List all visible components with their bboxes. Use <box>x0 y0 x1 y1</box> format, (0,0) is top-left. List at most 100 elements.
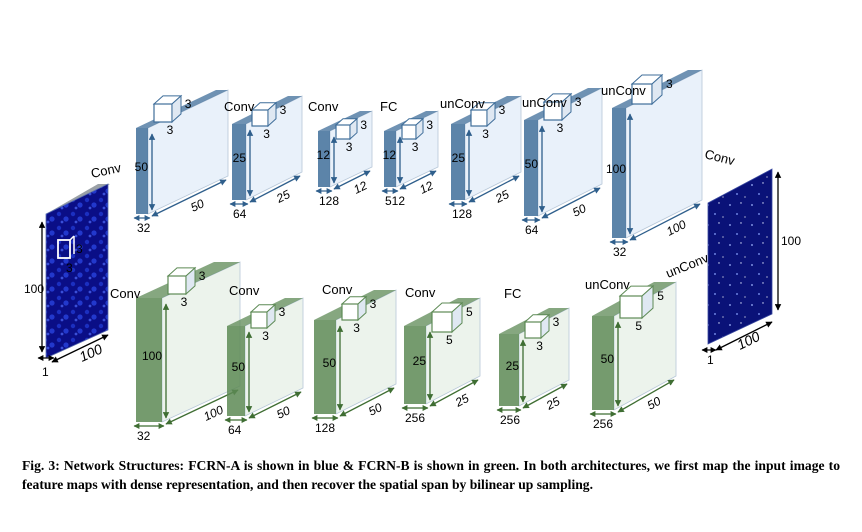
kernel-size-label: 3 <box>499 103 506 117</box>
height-label: 25 <box>452 151 466 165</box>
kernel-cube <box>619 295 643 319</box>
depth-label: 32 <box>613 245 627 259</box>
depth-label: 128 <box>319 194 339 208</box>
kernel-cube <box>524 321 542 339</box>
width-arrow <box>629 203 701 241</box>
fcrn-b-layer-6: 5 5 50 50 256 unConv <box>585 277 677 431</box>
fcrn-a-layer-3: 33 12 12 128 Conv <box>308 99 373 208</box>
kernel-size-label: 3 <box>262 329 269 343</box>
depth-label: 64 <box>525 223 539 237</box>
feature-map-slab <box>227 326 245 416</box>
feature-map-slab <box>232 124 246 200</box>
feature-map-slab <box>136 298 162 422</box>
width-label: 50 <box>570 201 588 220</box>
fcrn-a-layer-5: 33 25 25 128 unConv <box>440 95 522 221</box>
operation-label: Conv <box>224 99 255 114</box>
operation-label: FC <box>380 99 397 114</box>
width-label: 12 <box>417 178 435 197</box>
kernel-size-label: 5 <box>446 333 453 347</box>
input-height-label: 100 <box>24 282 44 296</box>
input-width-arrow <box>51 334 109 363</box>
width-arrow <box>333 170 371 190</box>
input-kernel-box <box>57 239 71 259</box>
width-label: 50 <box>645 394 664 413</box>
height-label: 25 <box>413 354 427 368</box>
feature-map-slab <box>136 128 148 214</box>
kernel-cube <box>335 124 351 140</box>
operation-label: Conv <box>703 146 737 168</box>
height-label: 12 <box>383 148 397 162</box>
height-label: 12 <box>317 148 331 162</box>
kernel-size-label: 3 <box>666 77 673 91</box>
fcrn-b-row: 3310010032Conv33505064Conv335050128Conv5… <box>110 250 711 443</box>
depth-label: 64 <box>233 207 247 221</box>
operation-label: Conv <box>405 285 436 300</box>
kernel-size-label: 3 <box>167 123 174 137</box>
feature-map-slab <box>384 131 396 187</box>
fcrn-b-layer-3: 33 50 50 128 Conv <box>311 282 397 435</box>
operation-label: Conv <box>229 283 260 298</box>
height-label: 50 <box>323 356 337 370</box>
kernel-size-label: 3 <box>553 315 560 329</box>
width-arrow <box>165 389 239 425</box>
width-arrow <box>429 379 479 407</box>
kernel-size-label: 3 <box>353 321 360 335</box>
kernel-size-label: 5 <box>635 319 642 333</box>
kernel-size-label: 3 <box>76 242 83 256</box>
fcrn-a-layer-2: 33 25 25 64 Conv <box>224 95 303 221</box>
kernel-cube <box>167 275 187 295</box>
fcrn-a-layer-4: 33 12 12 512 FC <box>380 99 439 208</box>
height-label: 25 <box>233 151 247 165</box>
kernel-size-label: 3 <box>66 261 73 275</box>
kernel-side <box>171 94 182 124</box>
operation-label: Conv <box>308 99 339 114</box>
width-arrow <box>339 387 395 417</box>
operation-label: FC <box>504 286 521 301</box>
operation-label: unConv <box>522 95 567 110</box>
width-arrow <box>468 175 520 203</box>
height-label: 50 <box>525 157 539 171</box>
depth-label: 32 <box>137 221 151 235</box>
kernel-side <box>349 117 358 141</box>
fcrn-b-layer-5: 33 25 25 256 FC <box>496 286 570 427</box>
operation-label: unConv <box>664 250 712 281</box>
input-depth-label: 1 <box>42 365 49 379</box>
width-label: 25 <box>543 394 562 413</box>
kernel-side <box>540 313 550 340</box>
kernel-size-label: 3 <box>280 103 287 117</box>
depth-label: 32 <box>137 429 151 443</box>
kernel-side <box>486 101 496 128</box>
kernel-size-label: 3 <box>360 118 367 132</box>
height-label: 50 <box>601 352 615 366</box>
kernel-cube <box>341 303 359 321</box>
kernel-side <box>561 92 572 122</box>
kernel-size-label: 3 <box>426 118 433 132</box>
output-height-label: 100 <box>781 234 801 248</box>
feature-map-slab <box>404 326 426 404</box>
kernel-cube <box>401 124 417 140</box>
height-label: 25 <box>506 359 520 373</box>
kernel-size-label: 3 <box>199 269 206 283</box>
width-label: 50 <box>366 400 384 419</box>
input-image-face <box>45 183 109 359</box>
operation-label: unConv <box>585 277 630 292</box>
feature-map-slab <box>451 124 465 200</box>
input-width-label: 100 <box>77 341 105 365</box>
width-arrow <box>617 379 675 413</box>
feature-map-slab <box>314 320 336 414</box>
width-arrow <box>249 175 301 203</box>
depth-label: 128 <box>315 421 335 435</box>
width-arrow <box>248 391 302 419</box>
kernel-size-label: 3 <box>412 140 419 154</box>
kernel-side <box>185 266 196 296</box>
height-label: 50 <box>232 360 246 374</box>
height-label: 50 <box>135 160 149 174</box>
kernel-cube <box>470 109 488 127</box>
width-arrow <box>399 170 437 190</box>
input-image: 33 100 100 1 <box>24 183 110 379</box>
fcrn-b-layer-4: 55 25 25 256 Conv <box>401 285 481 425</box>
kernel-size-label: 3 <box>536 339 543 353</box>
width-label: 25 <box>452 391 471 410</box>
